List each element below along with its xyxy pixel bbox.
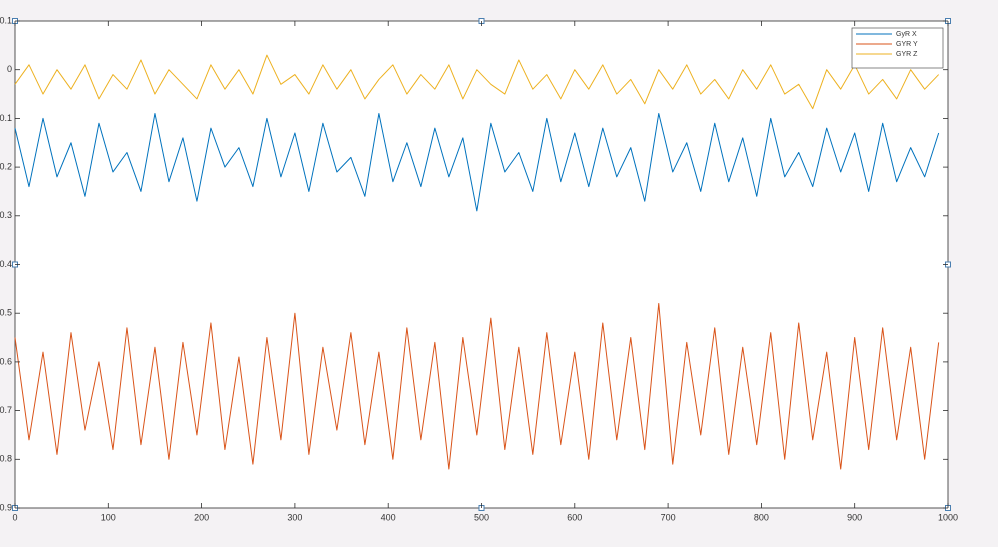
x-tick-label: 500 [474, 512, 489, 522]
x-tick-label: 0 [12, 512, 17, 522]
y-tick-label: -0.5 [0, 308, 12, 318]
y-tick-label: -0.4 [0, 259, 12, 269]
x-tick-label: 1000 [938, 512, 958, 522]
x-tick-label: 200 [194, 512, 209, 522]
y-tick-label: -0.6 [0, 356, 12, 366]
legend-box [851, 27, 944, 69]
legend-label: GYR Y [896, 41, 918, 48]
x-tick-label: 800 [754, 512, 769, 522]
y-tick-label: -0.3 [0, 210, 12, 220]
plot [14, 54, 940, 470]
series-line [14, 113, 940, 212]
y-tick-label: -0.1 [0, 113, 12, 123]
y-tick-label: -0.2 [0, 161, 12, 171]
series-line [14, 54, 940, 110]
legend-label: GyR X [896, 31, 917, 38]
x-tick-label: 600 [567, 512, 582, 522]
series-line [14, 302, 940, 470]
plot-area [14, 20, 949, 509]
y-tick-label: -0.7 [0, 405, 12, 415]
legend: GyR X GYR Y GYR Z [851, 27, 944, 69]
x-tick-label: 700 [661, 512, 676, 522]
y-tick-label: -0.8 [0, 454, 12, 464]
y-tick-label: 0 [7, 64, 12, 74]
legend-label: GYR Z [896, 51, 918, 58]
x-tick-label: 900 [847, 512, 862, 522]
x-tick-label: 100 [101, 512, 116, 522]
y-tick-label: -0.9 [0, 502, 12, 512]
y-tick-label: 0.1 [0, 15, 12, 25]
x-tick-label: 400 [381, 512, 396, 522]
x-tick-label: 300 [287, 512, 302, 522]
